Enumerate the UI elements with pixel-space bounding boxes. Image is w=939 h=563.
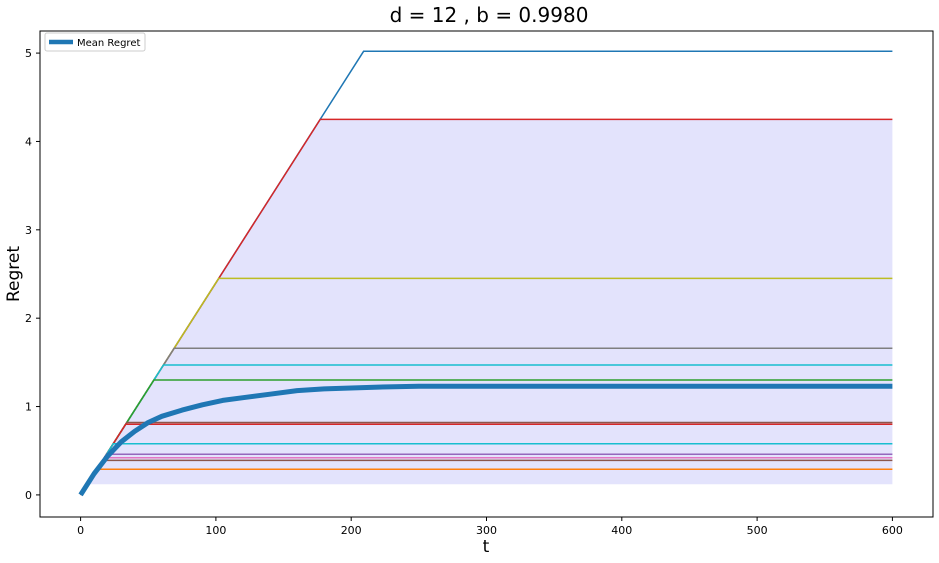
y-axis-label: Regret bbox=[4, 246, 24, 302]
x-tick-label: 400 bbox=[611, 524, 632, 537]
y-tick-label: 4 bbox=[25, 135, 32, 148]
x-axis-label: t bbox=[483, 537, 490, 557]
x-tick-label: 200 bbox=[341, 524, 362, 537]
y-tick-label: 1 bbox=[25, 401, 32, 414]
legend-mean-label: Mean Regret bbox=[77, 38, 140, 49]
x-tick-label: 500 bbox=[747, 524, 768, 537]
legend: Mean Regret bbox=[44, 32, 146, 52]
x-tick-label: 0 bbox=[77, 524, 84, 537]
x-tick-label: 100 bbox=[205, 524, 226, 537]
y-tick-label: 0 bbox=[25, 489, 32, 502]
x-tick-label: 600 bbox=[882, 524, 903, 537]
y-tick-label: 2 bbox=[25, 312, 32, 325]
mean-regret-line bbox=[78, 383, 893, 497]
x-tick-label: 300 bbox=[476, 524, 497, 537]
chart-title: d = 12 , b = 0.9980 bbox=[390, 3, 589, 27]
y-tick-label: 3 bbox=[25, 224, 32, 237]
regret-range-band bbox=[80, 119, 893, 495]
legend-box bbox=[44, 32, 146, 52]
y-tick-label: 5 bbox=[25, 47, 32, 60]
